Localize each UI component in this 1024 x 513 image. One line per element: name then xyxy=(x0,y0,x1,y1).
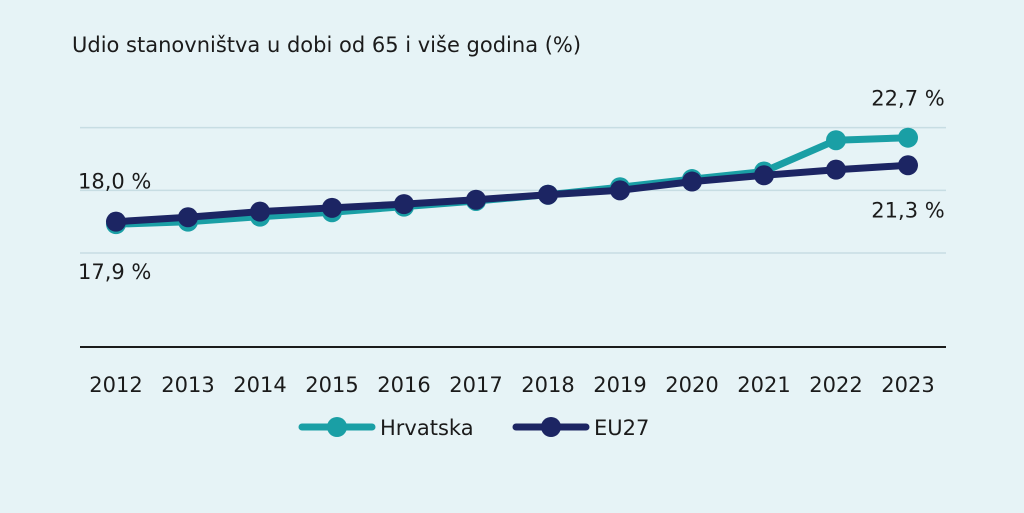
point-eu27-2015 xyxy=(322,197,342,218)
legend-swatch-marker xyxy=(327,417,347,437)
legend-label: Hrvatska xyxy=(380,416,474,440)
point-hrvatska-2022 xyxy=(826,130,846,151)
x-tick-2021: 2021 xyxy=(737,373,790,397)
legend-swatch-marker xyxy=(541,417,561,437)
series-line-eu27 xyxy=(112,161,912,226)
point-eu27-2018 xyxy=(538,184,558,205)
point-hrvatska-2023 xyxy=(898,127,918,148)
x-tick-2013: 2013 xyxy=(161,373,214,397)
x-tick-labels: 2012 2013 2014 2015 2016 2017 2018 2019 2020 2021… xyxy=(89,373,934,397)
series-layer xyxy=(106,127,918,235)
start-label-hrvatska: 17,9 % xyxy=(78,260,151,284)
legend: Hrvatska EU27 xyxy=(298,416,649,440)
series-eu27 xyxy=(106,155,918,232)
grid xyxy=(80,126,946,254)
point-eu27-2013 xyxy=(178,207,198,228)
point-eu27-2012 xyxy=(106,211,126,232)
x-tick-2012: 2012 xyxy=(89,373,142,397)
point-eu27-2020 xyxy=(682,171,702,192)
chart-title: Udio stanovništva u dobi od 65 i više go… xyxy=(72,33,581,57)
series-hrvatska xyxy=(106,127,918,235)
legend-item-eu27: EU27 xyxy=(512,416,649,440)
x-tick-2020: 2020 xyxy=(665,373,718,397)
x-tick-2017: 2017 xyxy=(449,373,502,397)
x-tick-2019: 2019 xyxy=(593,373,646,397)
point-eu27-2022 xyxy=(826,159,846,180)
annotations: 22,7 % 21,3 % 18,0 % 17,9 % xyxy=(78,87,945,284)
point-eu27-2021 xyxy=(754,165,774,186)
x-tick-2023: 2023 xyxy=(881,373,934,397)
end-label-eu27: 21,3 % xyxy=(871,198,944,222)
x-tick-2015: 2015 xyxy=(305,373,358,397)
point-eu27-2017 xyxy=(466,189,486,210)
x-tick-2022: 2022 xyxy=(809,373,862,397)
end-label-hrvatska: 22,7 % xyxy=(871,87,944,111)
x-tick-2018: 2018 xyxy=(521,373,574,397)
legend-item-hrvatska: Hrvatska xyxy=(298,416,474,440)
x-tick-2016: 2016 xyxy=(377,373,430,397)
point-eu27-2023 xyxy=(898,155,918,176)
point-eu27-2014 xyxy=(250,201,270,222)
start-label-eu27: 18,0 % xyxy=(78,170,151,194)
point-eu27-2016 xyxy=(394,194,414,215)
x-tick-2014: 2014 xyxy=(233,373,286,397)
legend-label: EU27 xyxy=(594,416,649,440)
point-eu27-2019 xyxy=(610,180,630,201)
